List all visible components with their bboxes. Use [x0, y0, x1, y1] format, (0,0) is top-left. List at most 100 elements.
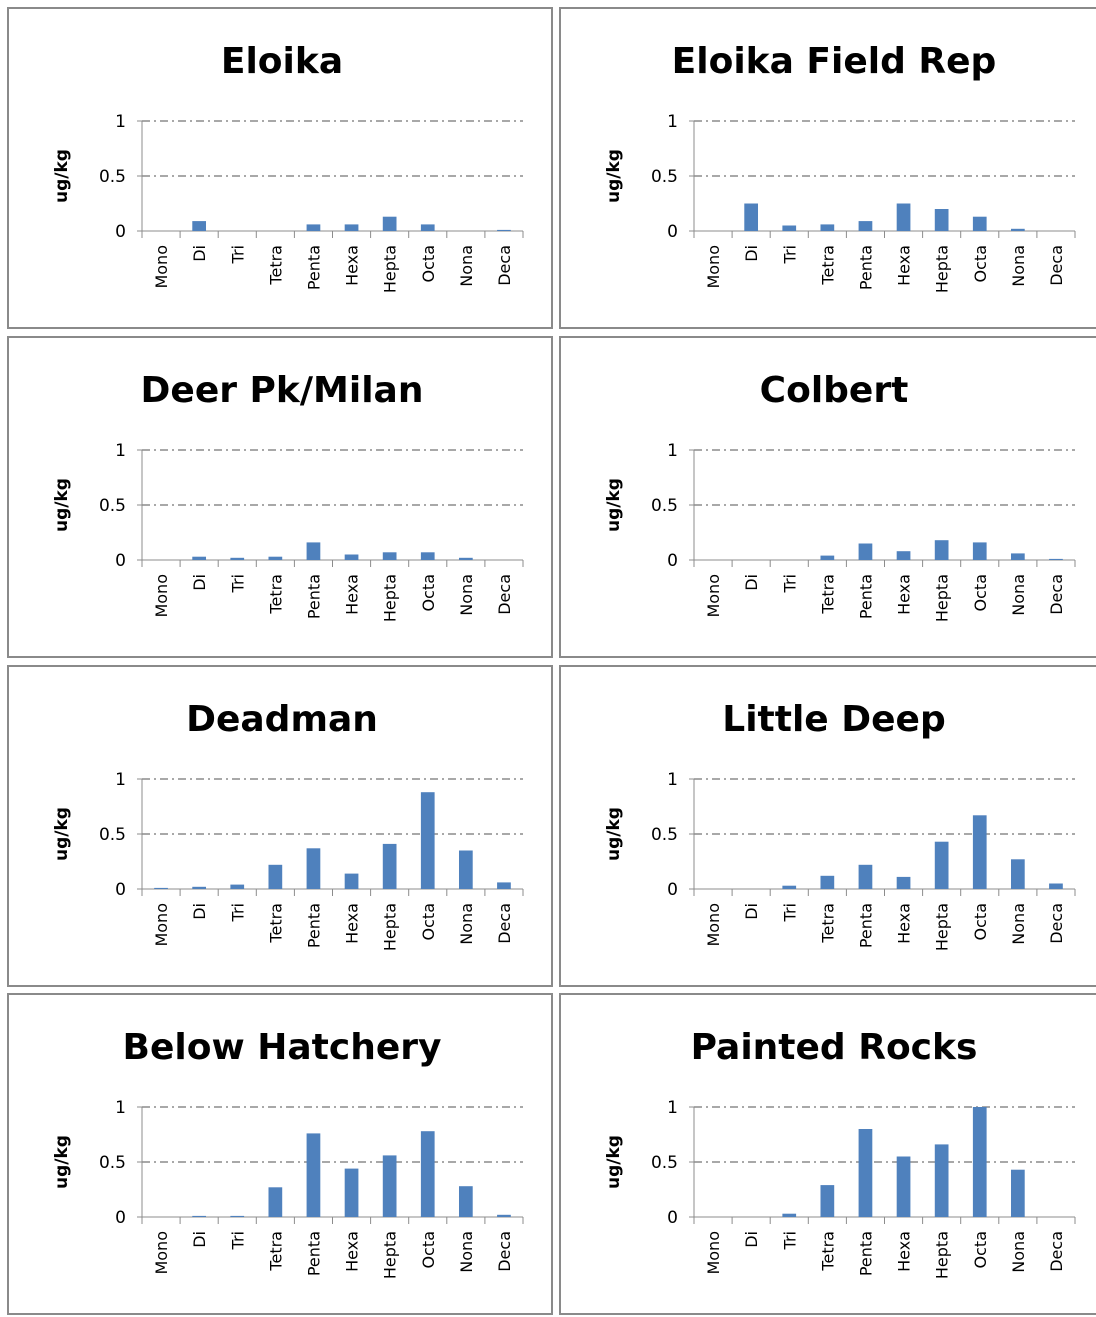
x-tick-label: Penta — [304, 245, 323, 290]
bar-hepta — [934, 209, 949, 231]
x-tick-label: Mono — [704, 574, 723, 618]
x-tick-label: Mono — [152, 574, 171, 618]
y-tick-label: 1 — [115, 1098, 126, 1118]
bar-hexa — [344, 554, 359, 560]
y-tick-label: 1 — [115, 112, 126, 132]
bar-octa — [420, 1131, 435, 1217]
bar-hexa — [896, 203, 911, 231]
y-axis-label: ug/kg — [52, 478, 72, 532]
y-tick-label: 0 — [667, 222, 678, 242]
x-tick-label: Penta — [856, 245, 875, 290]
x-tick-label: Hexa — [895, 574, 914, 615]
chart-svg: Deadman ug/kg 0 0.5 1 Mono Di Tri Tetra Penta Hexa… — [52, 699, 524, 951]
y-tick-label: 0 — [115, 551, 126, 571]
x-tick-label: Penta — [304, 903, 323, 948]
chart-svg: Colbert ug/kg 0 0.5 1 Mono Di Tri Tetra Penta Hexa… — [604, 370, 1076, 622]
bar-tri — [782, 885, 797, 889]
x-tick-label: Tetra — [266, 245, 285, 286]
x-tick-label: Mono — [152, 903, 171, 947]
bar-di — [744, 203, 759, 231]
bar-hepta — [382, 843, 397, 889]
y-tick-label: 0.5 — [651, 496, 678, 516]
chart-panel-little-deep: Little Deep ug/kg 0 0.5 1 Mono Di Tri Tetra Penta… — [559, 665, 1096, 987]
y-tick-label: 0 — [667, 551, 678, 571]
bar-hexa — [896, 551, 911, 560]
bar-penta — [858, 543, 873, 560]
x-tick-label: Hepta — [933, 1231, 952, 1279]
bar-tetra — [268, 864, 283, 889]
x-tick-label: Di — [190, 903, 209, 920]
bar-hepta — [934, 841, 949, 889]
x-tick-label: Tri — [228, 574, 247, 593]
y-tick-label: 1 — [115, 770, 126, 790]
bar-penta — [306, 542, 321, 560]
chart-title: Eloika Field Rep — [672, 41, 997, 82]
x-tick-label: Penta — [304, 574, 323, 619]
bar-penta — [306, 1133, 321, 1217]
y-axis-label: ug/kg — [52, 807, 72, 861]
x-tick-label: Deca — [1047, 574, 1066, 615]
chart-panel-eloika: Eloika ug/kg 0 0.5 1 Mono Di Tri Tetra Penta Hexa H… — [7, 7, 553, 329]
chart-svg: Painted Rocks ug/kg 0 0.5 1 Mono Di Tri Tetra Pen… — [604, 1027, 1076, 1279]
bar-nona — [1010, 859, 1025, 889]
x-tick-label: Nona — [457, 574, 476, 616]
bar-deca — [1049, 883, 1063, 889]
bar-penta — [306, 848, 321, 889]
x-tick-label: Tri — [780, 903, 799, 922]
x-tick-label: Hepta — [381, 245, 400, 293]
x-tick-label: Di — [742, 1231, 761, 1248]
bar-tri — [230, 1215, 245, 1217]
bar-hexa — [344, 873, 359, 889]
y-tick-label: 0 — [667, 1208, 678, 1228]
chart-svg: Eloika Field Rep ug/kg 0 0.5 1 Mono Di Tri Tetra… — [604, 41, 1076, 293]
bar-octa — [420, 224, 435, 231]
chart-panel-deer-pk-milan: Deer Pk/Milan ug/kg 0 0.5 1 Mono Di Tri Tetra Pen… — [7, 336, 553, 658]
bar-penta — [858, 864, 873, 889]
y-tick-label: 1 — [667, 1098, 678, 1118]
x-tick-label: Hexa — [343, 903, 362, 944]
x-tick-label: Octa — [971, 245, 990, 282]
y-tick-label: 0.5 — [99, 825, 126, 845]
x-tick-label: Nona — [457, 903, 476, 945]
x-tick-label: Mono — [152, 1231, 171, 1275]
y-tick-label: 0 — [115, 1208, 126, 1228]
chart-title: Colbert — [760, 370, 909, 411]
x-tick-label: Hexa — [343, 1231, 362, 1272]
chart-panel-painted-rocks: Painted Rocks ug/kg 0 0.5 1 Mono Di Tri Tetra Pen… — [559, 993, 1096, 1315]
bar-octa — [972, 815, 987, 889]
chart-svg: Deer Pk/Milan ug/kg 0 0.5 1 Mono Di Tri Tetra Pen… — [52, 370, 524, 622]
x-tick-label: Di — [190, 1231, 209, 1248]
bar-hexa — [896, 1156, 911, 1217]
bar-deca — [497, 229, 511, 231]
x-tick-label: Hepta — [933, 574, 952, 622]
x-tick-label: Mono — [704, 903, 723, 947]
x-tick-label: Octa — [971, 1231, 990, 1268]
x-tick-label: Octa — [419, 574, 438, 611]
chart-panel-colbert: Colbert ug/kg 0 0.5 1 Mono Di Tri Tetra Penta Hexa… — [559, 336, 1096, 658]
y-axis-label: ug/kg — [604, 1135, 624, 1189]
bar-tetra — [268, 556, 283, 560]
x-tick-label: Tetra — [818, 903, 837, 944]
x-tick-label: Octa — [419, 1231, 438, 1268]
y-axis-label: ug/kg — [604, 149, 624, 203]
bar-nona — [458, 557, 473, 560]
x-tick-label: Octa — [419, 245, 438, 282]
x-tick-label: Hepta — [381, 1231, 400, 1279]
y-tick-label: 1 — [115, 441, 126, 461]
x-tick-label: Di — [742, 903, 761, 920]
bar-nona — [458, 850, 473, 889]
x-tick-label: Hexa — [895, 245, 914, 286]
chart-title: Eloika — [221, 41, 343, 82]
bar-nona — [1010, 1169, 1025, 1217]
y-axis-label: ug/kg — [604, 478, 624, 532]
y-tick-label: 0.5 — [651, 1153, 678, 1173]
y-axis-label: ug/kg — [52, 149, 72, 203]
chart-svg: Below Hatchery ug/kg 0 0.5 1 Mono Di Tri Tetra Pe… — [52, 1027, 524, 1279]
y-tick-label: 1 — [667, 112, 678, 132]
x-tick-label: Di — [742, 574, 761, 591]
x-tick-label: Hexa — [895, 1231, 914, 1272]
bar-nona — [1010, 228, 1025, 231]
bar-di — [192, 1215, 207, 1217]
bar-penta — [858, 1129, 873, 1217]
